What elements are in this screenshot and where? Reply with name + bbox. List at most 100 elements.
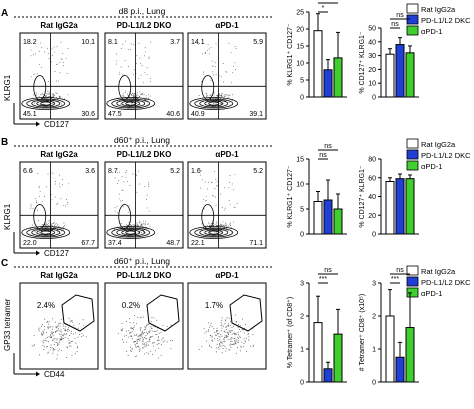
event-dot: [201, 223, 203, 225]
event-dot: [147, 183, 149, 185]
event-dot: [118, 179, 120, 181]
event-dot: [71, 340, 73, 342]
event-dot: [59, 331, 61, 333]
event-dot: [216, 351, 217, 353]
event-dot: [59, 61, 61, 63]
event-dot: [56, 93, 58, 95]
quadrant-percent-top-left: 8.7: [108, 168, 118, 175]
y-tick-label: 0: [300, 232, 304, 239]
event-dot: [58, 341, 60, 343]
event-dot: [66, 73, 68, 74]
event-dot: [229, 175, 231, 177]
event-dot: [57, 63, 58, 65]
event-dot: [62, 335, 64, 337]
event-dot: [234, 332, 235, 334]
event-dot: [136, 175, 138, 177]
event-dot: [229, 349, 231, 351]
event-dot: [221, 319, 223, 321]
event-dot: [62, 324, 64, 326]
event-dot: [153, 341, 155, 343]
event-dot: [231, 343, 233, 345]
density-contour: [36, 229, 56, 236]
event-dot: [252, 334, 254, 336]
significance-label: ns: [396, 267, 404, 274]
legend-label: PD-L1/L2 DKC: [421, 16, 471, 25]
event-dot: [209, 94, 211, 96]
event-dot: [204, 332, 206, 334]
significance-label: ns: [324, 267, 332, 274]
event-dot: [220, 223, 222, 225]
event-dot: [52, 339, 54, 341]
event-dot: [35, 92, 37, 94]
legend-label: PD-L1/L2 DKC: [421, 278, 471, 287]
event-dot: [130, 224, 132, 226]
event-dot: [48, 336, 50, 338]
event-dot: [221, 96, 223, 98]
event-dot: [142, 223, 144, 225]
event-dot: [125, 40, 126, 42]
event-dot: [30, 204, 32, 206]
event-dot: [53, 335, 55, 337]
event-dot: [46, 186, 48, 188]
event-dot: [36, 202, 37, 204]
event-dot: [226, 94, 228, 96]
event-dot: [41, 332, 43, 334]
event-dot: [144, 328, 146, 330]
event-dot: [30, 55, 32, 57]
event-dot: [52, 318, 54, 320]
legend-label: PD-L1/L2 DKC: [421, 151, 471, 160]
event-dot: [213, 332, 215, 334]
event-dot: [200, 174, 202, 176]
event-dot: [144, 326, 146, 328]
event-dot: [38, 330, 40, 332]
event-dot: [50, 335, 52, 337]
event-dot: [64, 337, 66, 339]
y-axis-label: KLRG1: [3, 203, 12, 230]
event-dot: [47, 222, 49, 224]
event-dot: [143, 82, 145, 84]
event-dot: [62, 334, 64, 336]
event-dot: [119, 103, 121, 105]
event-dot: [142, 316, 144, 318]
event-dot: [37, 173, 39, 174]
event-dot: [132, 348, 133, 350]
event-dot: [157, 340, 159, 341]
event-dot: [125, 223, 127, 225]
event-dot: [44, 325, 45, 327]
event-dot: [47, 81, 49, 82]
event-dot: [205, 93, 207, 94]
event-dot: [69, 335, 71, 336]
event-dot: [224, 207, 226, 209]
event-dot: [138, 170, 140, 172]
event-dot: [130, 326, 132, 328]
bar: [385, 53, 395, 98]
bar: [323, 368, 333, 383]
event-dot: [210, 324, 212, 326]
event-dot: [212, 225, 214, 226]
event-dot: [41, 93, 43, 95]
event-dot: [215, 43, 217, 45]
event-dot: [50, 344, 52, 346]
event-dot: [47, 173, 49, 175]
event-dot: [225, 327, 227, 328]
event-dot: [42, 201, 44, 203]
event-dot: [120, 48, 122, 49]
event-dot: [152, 342, 154, 344]
event-dot: [143, 344, 145, 345]
event-dot: [162, 325, 164, 326]
event-dot: [144, 337, 146, 339]
event-dot: [207, 330, 209, 332]
event-dot: [213, 74, 215, 76]
event-dot: [229, 331, 231, 333]
event-dot: [136, 102, 138, 104]
event-dot: [214, 224, 216, 226]
y-tick-label: 50: [368, 26, 376, 33]
event-dot: [29, 207, 31, 209]
event-dot: [137, 225, 139, 227]
event-dot: [144, 332, 146, 334]
event-dot: [50, 61, 52, 63]
event-dot: [74, 338, 76, 340]
event-dot: [47, 336, 49, 338]
event-dot: [141, 335, 143, 337]
event-dot: [54, 321, 56, 323]
